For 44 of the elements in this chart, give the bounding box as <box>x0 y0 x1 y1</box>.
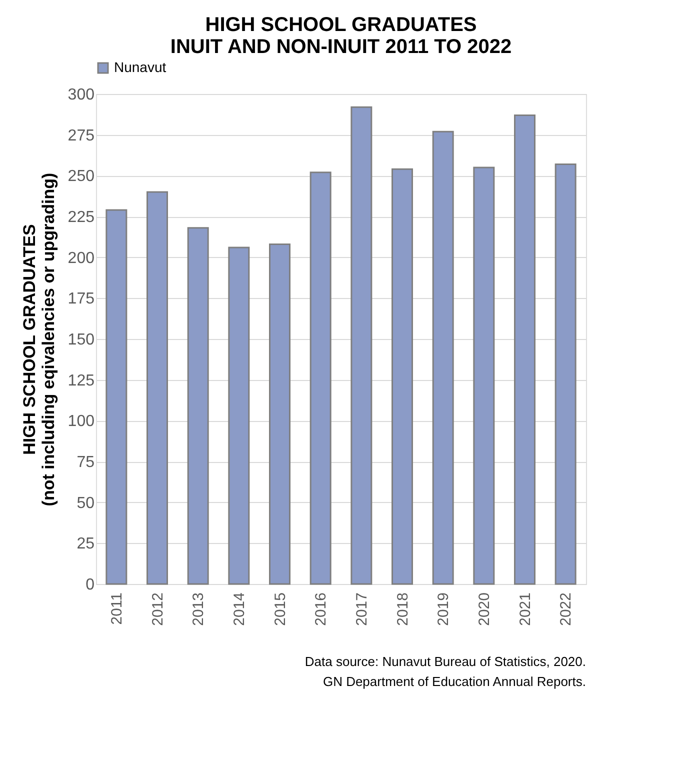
y-tick-label: 300 <box>68 86 95 104</box>
bar <box>187 227 209 585</box>
text: (not including eqivalencies or upgrading) <box>38 172 58 506</box>
bar <box>392 168 413 585</box>
x-tick-label: 2012 <box>149 592 166 626</box>
bar <box>269 244 290 585</box>
text: GN Department of Education Annual Reports. <box>322 674 586 689</box>
bar <box>432 130 454 585</box>
text: HIGH SCHOOL GRADUATES <box>205 14 477 36</box>
y-tick-label: 75 <box>76 454 95 471</box>
bar <box>310 172 332 585</box>
y-tick-label: 275 <box>68 127 95 144</box>
y-tick-label: 250 <box>68 168 95 186</box>
y-tick-label: 50 <box>76 494 95 512</box>
bar <box>350 106 372 585</box>
x-tick-label: 2018 <box>394 592 412 626</box>
x-tick-label: 2015 <box>272 592 289 626</box>
bar <box>228 246 250 585</box>
source-note: Data source: Nunavut Bureau of Statistics, 2020. <box>304 654 586 669</box>
legend-label: Nunavut <box>114 59 166 75</box>
x-tick-label: 2016 <box>312 592 330 626</box>
text: HIGH SCHOOL GRADUATES <box>20 224 39 455</box>
y-tick-label: 125 <box>68 372 95 390</box>
text: INUIT AND NON-INUIT 2011 TO 2022 <box>170 36 512 58</box>
bar <box>106 209 128 585</box>
x-tick-label: 2022 <box>558 592 575 626</box>
y-tick-label: 200 <box>68 250 95 267</box>
y-tick-label: 100 <box>68 413 95 430</box>
y-tick-label: 25 <box>76 536 95 553</box>
bar <box>473 166 495 585</box>
x-tick-label: 2017 <box>353 592 370 626</box>
x-tick-label: 2020 <box>476 592 493 626</box>
y-tick-label: 150 <box>68 332 95 348</box>
x-tick-label: 2019 <box>435 592 452 626</box>
x-tick-label: 2011 <box>108 592 126 625</box>
bar <box>554 163 576 585</box>
bar <box>514 114 536 585</box>
y-tick-label: 0 <box>86 576 95 594</box>
y-tick-label: 225 <box>68 209 95 226</box>
y-tick-label: 175 <box>68 290 95 308</box>
x-tick-label: 2014 <box>230 592 248 626</box>
x-tick-label: 2013 <box>190 592 208 626</box>
x-tick-label: 2021 <box>516 592 534 626</box>
bar <box>146 191 168 585</box>
